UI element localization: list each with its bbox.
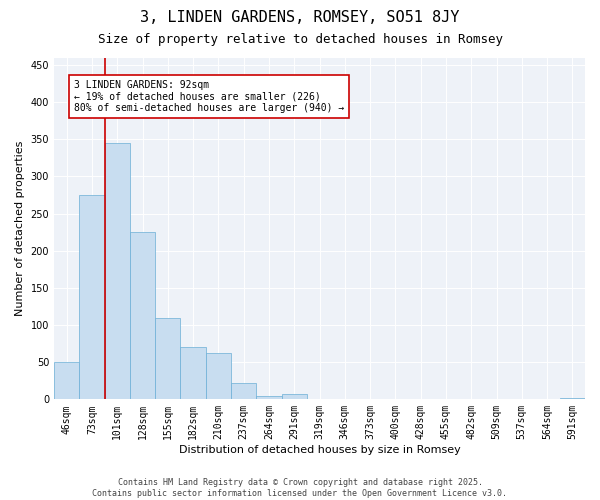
Bar (155, 318, 181, 400)
Text: 3, LINDEN GARDENS, ROMSEY, SO51 8JY: 3, LINDEN GARDENS, ROMSEY, SO51 8JY (140, 10, 460, 25)
Bar (54, 362, 79, 400)
Bar (104, 143, 130, 400)
Bar (231, 383, 256, 400)
Text: 3 LINDEN GARDENS: 92sqm
← 19% of detached houses are smaller (226)
80% of semi-d: 3 LINDEN GARDENS: 92sqm ← 19% of detache… (74, 80, 344, 113)
Bar (181, 348, 206, 400)
Bar (433, 398, 458, 400)
Y-axis label: Number of detached properties: Number of detached properties (15, 140, 25, 316)
Bar (256, 396, 281, 400)
Text: Contains HM Land Registry data © Crown copyright and database right 2025.
Contai: Contains HM Land Registry data © Crown c… (92, 478, 508, 498)
Bar (79, 195, 104, 400)
Bar (130, 232, 155, 400)
Text: Size of property relative to detached houses in Romsey: Size of property relative to detached ho… (97, 32, 503, 46)
Bar (281, 394, 307, 400)
Bar (332, 398, 358, 400)
Bar (206, 354, 231, 400)
Bar (560, 398, 585, 400)
Bar (383, 398, 408, 400)
X-axis label: Distribution of detached houses by size in Romsey: Distribution of detached houses by size … (179, 445, 460, 455)
